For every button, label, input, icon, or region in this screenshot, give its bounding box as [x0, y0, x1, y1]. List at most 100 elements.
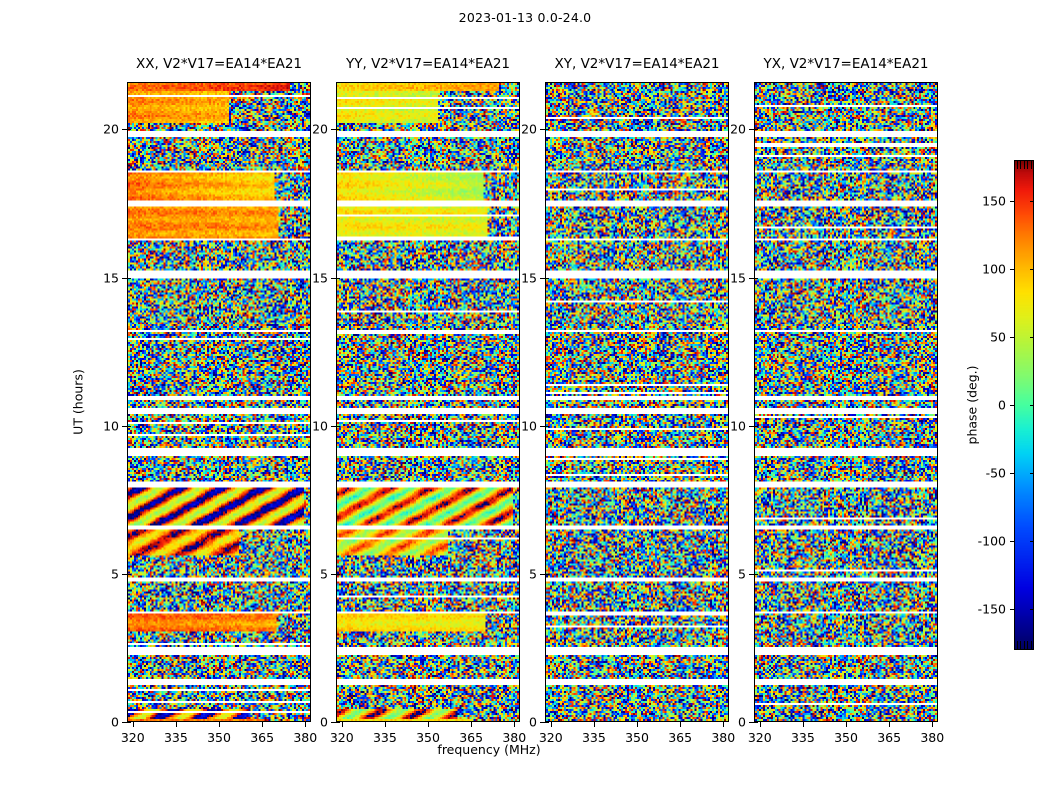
- x-tick: [550, 722, 552, 727]
- x-tick-label: 350: [207, 730, 231, 745]
- y-tick-label: 5: [738, 566, 746, 582]
- y-tick-label: 20: [103, 121, 119, 137]
- x-axis-label: frequency (MHz): [437, 742, 541, 757]
- y-tick-label: 5: [111, 566, 119, 582]
- x-tick: [680, 722, 682, 727]
- x-tick: [802, 722, 804, 727]
- x-tick-label: 365: [250, 730, 275, 745]
- x-tick-label: 335: [163, 730, 188, 745]
- heatmap-xy: [546, 83, 728, 721]
- x-tick: [846, 722, 847, 727]
- y-tick-label: 0: [529, 714, 537, 730]
- y-tick: [749, 277, 754, 279]
- colorbar-tick-inner: [1030, 200, 1034, 202]
- y-tick-inner: [336, 722, 340, 723]
- y-tick-inner: [336, 573, 340, 575]
- y-tick-label: 15: [730, 270, 746, 286]
- y-tick-inner: [754, 277, 758, 279]
- colorbar-minor-tick: [1030, 641, 1032, 650]
- colorbar-tick: [1010, 541, 1014, 543]
- x-tick-label: 320: [538, 730, 563, 745]
- y-tick-label: 10: [521, 418, 537, 434]
- y-tick-inner: [545, 129, 549, 131]
- y-tick: [749, 573, 754, 575]
- y-tick-label: 10: [730, 418, 746, 434]
- y-tick-inner: [545, 573, 549, 575]
- x-tick-label: 365: [459, 730, 484, 745]
- y-tick: [749, 722, 754, 723]
- y-tick-inner: [127, 277, 131, 279]
- colorbar-minor-tick: [1027, 160, 1029, 169]
- x-tick-label: 350: [625, 730, 649, 745]
- colorbar-tick: [1010, 336, 1014, 338]
- figure-suptitle: 2023-01-13 0.0-24.0: [458, 10, 592, 25]
- x-tick-label: 380: [920, 730, 945, 745]
- colorbar-tick-label: -50: [985, 465, 1006, 481]
- axes-yy: [336, 82, 520, 722]
- y-tick-inner: [754, 425, 758, 427]
- panel-title-xy: XY, V2*V17=EA14*EA21: [554, 56, 720, 72]
- colorbar: 150 100 50 0 -50 -100 -150: [978, 160, 1034, 650]
- y-tick: [749, 425, 754, 427]
- x-tick: [341, 722, 343, 727]
- y-tick: [540, 425, 545, 427]
- x-tick-label: 320: [120, 730, 145, 745]
- x-tick-label: 320: [329, 730, 354, 745]
- x-tick: [305, 722, 307, 727]
- panel-yx: YX, V2*V17=EA14*EA21 0 5 10 15 20 320 335 350 36…: [730, 56, 944, 745]
- y-tick-inner: [127, 722, 131, 723]
- y-tick: [122, 425, 127, 427]
- colorbar-tick: [1010, 200, 1014, 202]
- y-tick-label: 0: [738, 714, 746, 730]
- y-tick: [122, 129, 127, 131]
- axes-xx: [127, 82, 311, 722]
- x-tick: [637, 722, 638, 727]
- colorbar-tick-label: -100: [977, 533, 1006, 549]
- y-tick-inner: [336, 129, 340, 131]
- y-tick-inner: [127, 425, 131, 427]
- y-tick-inner: [545, 277, 549, 279]
- y-tick-label: 10: [103, 418, 119, 434]
- y-tick-label: 10: [312, 418, 328, 434]
- x-tick-label: 350: [416, 730, 440, 745]
- y-tick-inner: [336, 425, 340, 427]
- colorbar-minor-tick: [1020, 641, 1022, 650]
- y-tick-inner: [127, 129, 131, 131]
- colorbar-tick: [1010, 473, 1014, 475]
- x-tick: [219, 722, 220, 727]
- panel-xx: XX, V2*V17=EA14*EA21 0 5 10 15 20 320 335 350 36…: [103, 56, 317, 745]
- x-tick: [759, 722, 761, 727]
- panel-title-xx: XX, V2*V17=EA14*EA21: [135, 56, 303, 72]
- x-tick-label: 320: [747, 730, 772, 745]
- y-tick: [540, 722, 545, 723]
- x-tick: [514, 722, 516, 727]
- y-tick: [540, 573, 545, 575]
- colorbar-tick-inner: [1030, 473, 1034, 475]
- colorbar-tick-label: 100: [982, 261, 1006, 277]
- colorbar-minor-tick: [1030, 160, 1032, 169]
- x-tick: [132, 722, 134, 727]
- axes-yx: [754, 82, 938, 722]
- x-tick: [932, 722, 934, 727]
- x-tick-label: 380: [293, 730, 318, 745]
- heatmap-yy: [337, 83, 519, 721]
- y-axis-label: UT (hours): [70, 369, 86, 435]
- x-tick-label: 335: [581, 730, 606, 745]
- y-tick-inner: [127, 573, 131, 575]
- colorbar-title: phase (deg.): [964, 365, 980, 445]
- panel-title-yy: YY, V2*V17=EA14*EA21: [345, 56, 511, 72]
- colorbar-tick-inner: [1030, 541, 1034, 543]
- colorbar-tick-inner: [1030, 405, 1034, 406]
- x-tick: [593, 722, 595, 727]
- y-tick-inner: [545, 425, 549, 427]
- colorbar-tick: [1010, 609, 1014, 611]
- y-tick: [331, 722, 336, 723]
- y-tick: [122, 722, 127, 723]
- y-tick: [540, 277, 545, 279]
- colorbar-tick: [1010, 268, 1014, 270]
- y-tick: [122, 573, 127, 575]
- x-tick-label: 365: [877, 730, 902, 745]
- colorbar-minor-tick: [1023, 641, 1025, 650]
- x-tick-label: 380: [711, 730, 736, 745]
